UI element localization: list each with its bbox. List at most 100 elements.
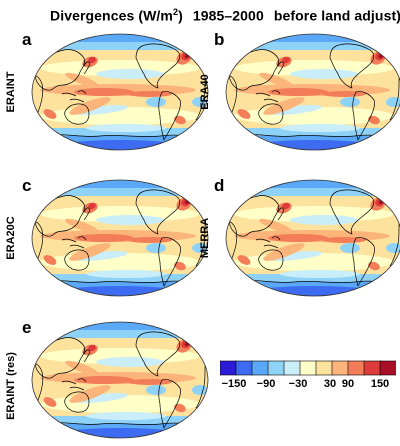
field-peru-upwelling bbox=[146, 97, 166, 107]
colorbar-swatch bbox=[220, 360, 237, 376]
field-peru-upwelling bbox=[146, 385, 166, 395]
colorbar-tick-labels: −150 −90 −30 30 90 150 bbox=[220, 378, 396, 392]
field-nh-subtropical-dip bbox=[96, 357, 164, 367]
colorbar-swatch bbox=[283, 360, 301, 376]
divergence-map bbox=[31, 179, 209, 297]
field-brazil-current bbox=[174, 115, 186, 125]
field-eastern-pacific bbox=[322, 237, 366, 243]
coastline-north-america bbox=[135, 189, 181, 235]
field-antarctic-min bbox=[244, 140, 384, 150]
coastline-asia bbox=[34, 195, 85, 237]
field-southern-ocean bbox=[280, 270, 360, 278]
colorbar-swatch bbox=[331, 360, 349, 376]
colorbar-tick-label: 150 bbox=[370, 378, 390, 390]
panel-letter: b bbox=[214, 30, 225, 49]
field-band-arctic bbox=[226, 180, 400, 188]
field-kuroshio-core bbox=[282, 202, 290, 210]
title-period: 1985–2000 bbox=[192, 7, 264, 24]
colorbar-tick-label: −90 bbox=[256, 378, 276, 390]
field-spcz bbox=[263, 243, 305, 261]
colorbar-swatch bbox=[251, 360, 269, 376]
coastline-japan bbox=[277, 207, 285, 221]
coastline-north-america bbox=[135, 331, 181, 377]
field-nh-subtropical-dip bbox=[290, 215, 358, 225]
coastline-north-america bbox=[329, 43, 375, 89]
field-southern-ocean bbox=[86, 124, 166, 132]
field-eastern-pacific bbox=[322, 91, 366, 97]
colorbar-swatch bbox=[315, 360, 333, 376]
colorbar-swatch bbox=[347, 360, 365, 376]
field-southern-ocean bbox=[86, 270, 166, 278]
field-benguela-upwelling bbox=[192, 385, 208, 395]
field-eastern-pacific bbox=[128, 379, 172, 385]
coastline-south-america bbox=[158, 237, 181, 287]
globe-outline bbox=[225, 33, 400, 151]
title-paren: ) bbox=[178, 7, 183, 24]
coastline-north-america bbox=[135, 43, 181, 89]
field-southern-ocean bbox=[280, 124, 360, 132]
field-antarctic-min bbox=[50, 428, 190, 438]
colorbar bbox=[220, 360, 396, 376]
coastline-south-america bbox=[352, 237, 375, 287]
field-warm-pool bbox=[74, 376, 134, 384]
field-brazil-current bbox=[174, 403, 186, 413]
coastline-south-america bbox=[158, 91, 181, 141]
title-unit-exponent: 2 bbox=[172, 7, 179, 17]
field-agulhas bbox=[43, 397, 57, 407]
field-layer bbox=[226, 34, 400, 150]
field-layer bbox=[32, 322, 208, 438]
field-warm-pool bbox=[268, 88, 328, 96]
field-nh-subtropical-dip bbox=[290, 69, 358, 79]
coastline-maritime-continent bbox=[61, 90, 87, 103]
field-benguela-upwelling bbox=[386, 243, 400, 253]
coastline-australia bbox=[64, 103, 90, 125]
field-band-arctic bbox=[32, 180, 208, 188]
coastline-asia bbox=[34, 337, 85, 379]
figure-title: Divergences (W/m2) 1985–2000 before land a… bbox=[50, 7, 400, 24]
field-layer bbox=[32, 34, 208, 150]
colorbar-tick-label: 90 bbox=[341, 378, 355, 390]
panel-label: MERRA bbox=[199, 217, 211, 259]
field-agulhas bbox=[237, 255, 251, 265]
coastline-maritime-continent bbox=[61, 378, 87, 391]
field-agulhas bbox=[43, 255, 57, 265]
field-nh-subtropical-dip bbox=[96, 215, 164, 225]
coastline-japan bbox=[83, 349, 91, 363]
coastline-south-america bbox=[158, 379, 181, 429]
field-warm-pool bbox=[74, 234, 134, 242]
field-nh-subtropical-dip bbox=[96, 69, 164, 79]
field-brazil-current bbox=[174, 261, 186, 271]
map-panel-d: d MERRA bbox=[199, 176, 400, 298]
field-peru-upwelling bbox=[146, 243, 166, 253]
globe-outline bbox=[31, 179, 209, 297]
map-panel-b: b ERA40 bbox=[199, 30, 400, 152]
coastline-maritime-continent bbox=[255, 90, 281, 103]
field-peru-upwelling bbox=[340, 97, 360, 107]
field-peru-upwelling bbox=[340, 243, 360, 253]
globe-outline bbox=[225, 179, 400, 297]
map-panel-c: c ERA20C bbox=[5, 176, 210, 298]
colorbar-tick-label: 30 bbox=[323, 378, 337, 390]
field-antarctic-min bbox=[244, 286, 384, 296]
coastline-australia bbox=[258, 249, 284, 271]
field-antarctic-min bbox=[50, 286, 190, 296]
panel-letter: d bbox=[214, 176, 225, 195]
panel-label: ERAINT (res) bbox=[5, 352, 17, 420]
globe-outline bbox=[31, 321, 209, 439]
colorbar-swatch bbox=[379, 360, 396, 376]
field-east-asia bbox=[65, 360, 99, 376]
coastline-asia bbox=[34, 49, 85, 91]
panel-label: ERA40 bbox=[199, 74, 211, 110]
panel-letter: a bbox=[22, 30, 32, 49]
field-spcz bbox=[69, 385, 111, 403]
field-agulhas bbox=[43, 109, 57, 119]
coastline-north-america bbox=[329, 189, 375, 235]
coastline-maritime-continent bbox=[255, 236, 281, 249]
colorbar-swatch bbox=[299, 360, 317, 376]
field-benguela-upwelling bbox=[386, 97, 400, 107]
field-layer bbox=[226, 180, 400, 296]
panel-label: ERAINT bbox=[5, 71, 17, 113]
colorbar-tick-label: −150 bbox=[221, 378, 247, 390]
map-panel-e: e ERAINT (res) bbox=[5, 318, 210, 440]
coastline-japan bbox=[83, 207, 91, 221]
